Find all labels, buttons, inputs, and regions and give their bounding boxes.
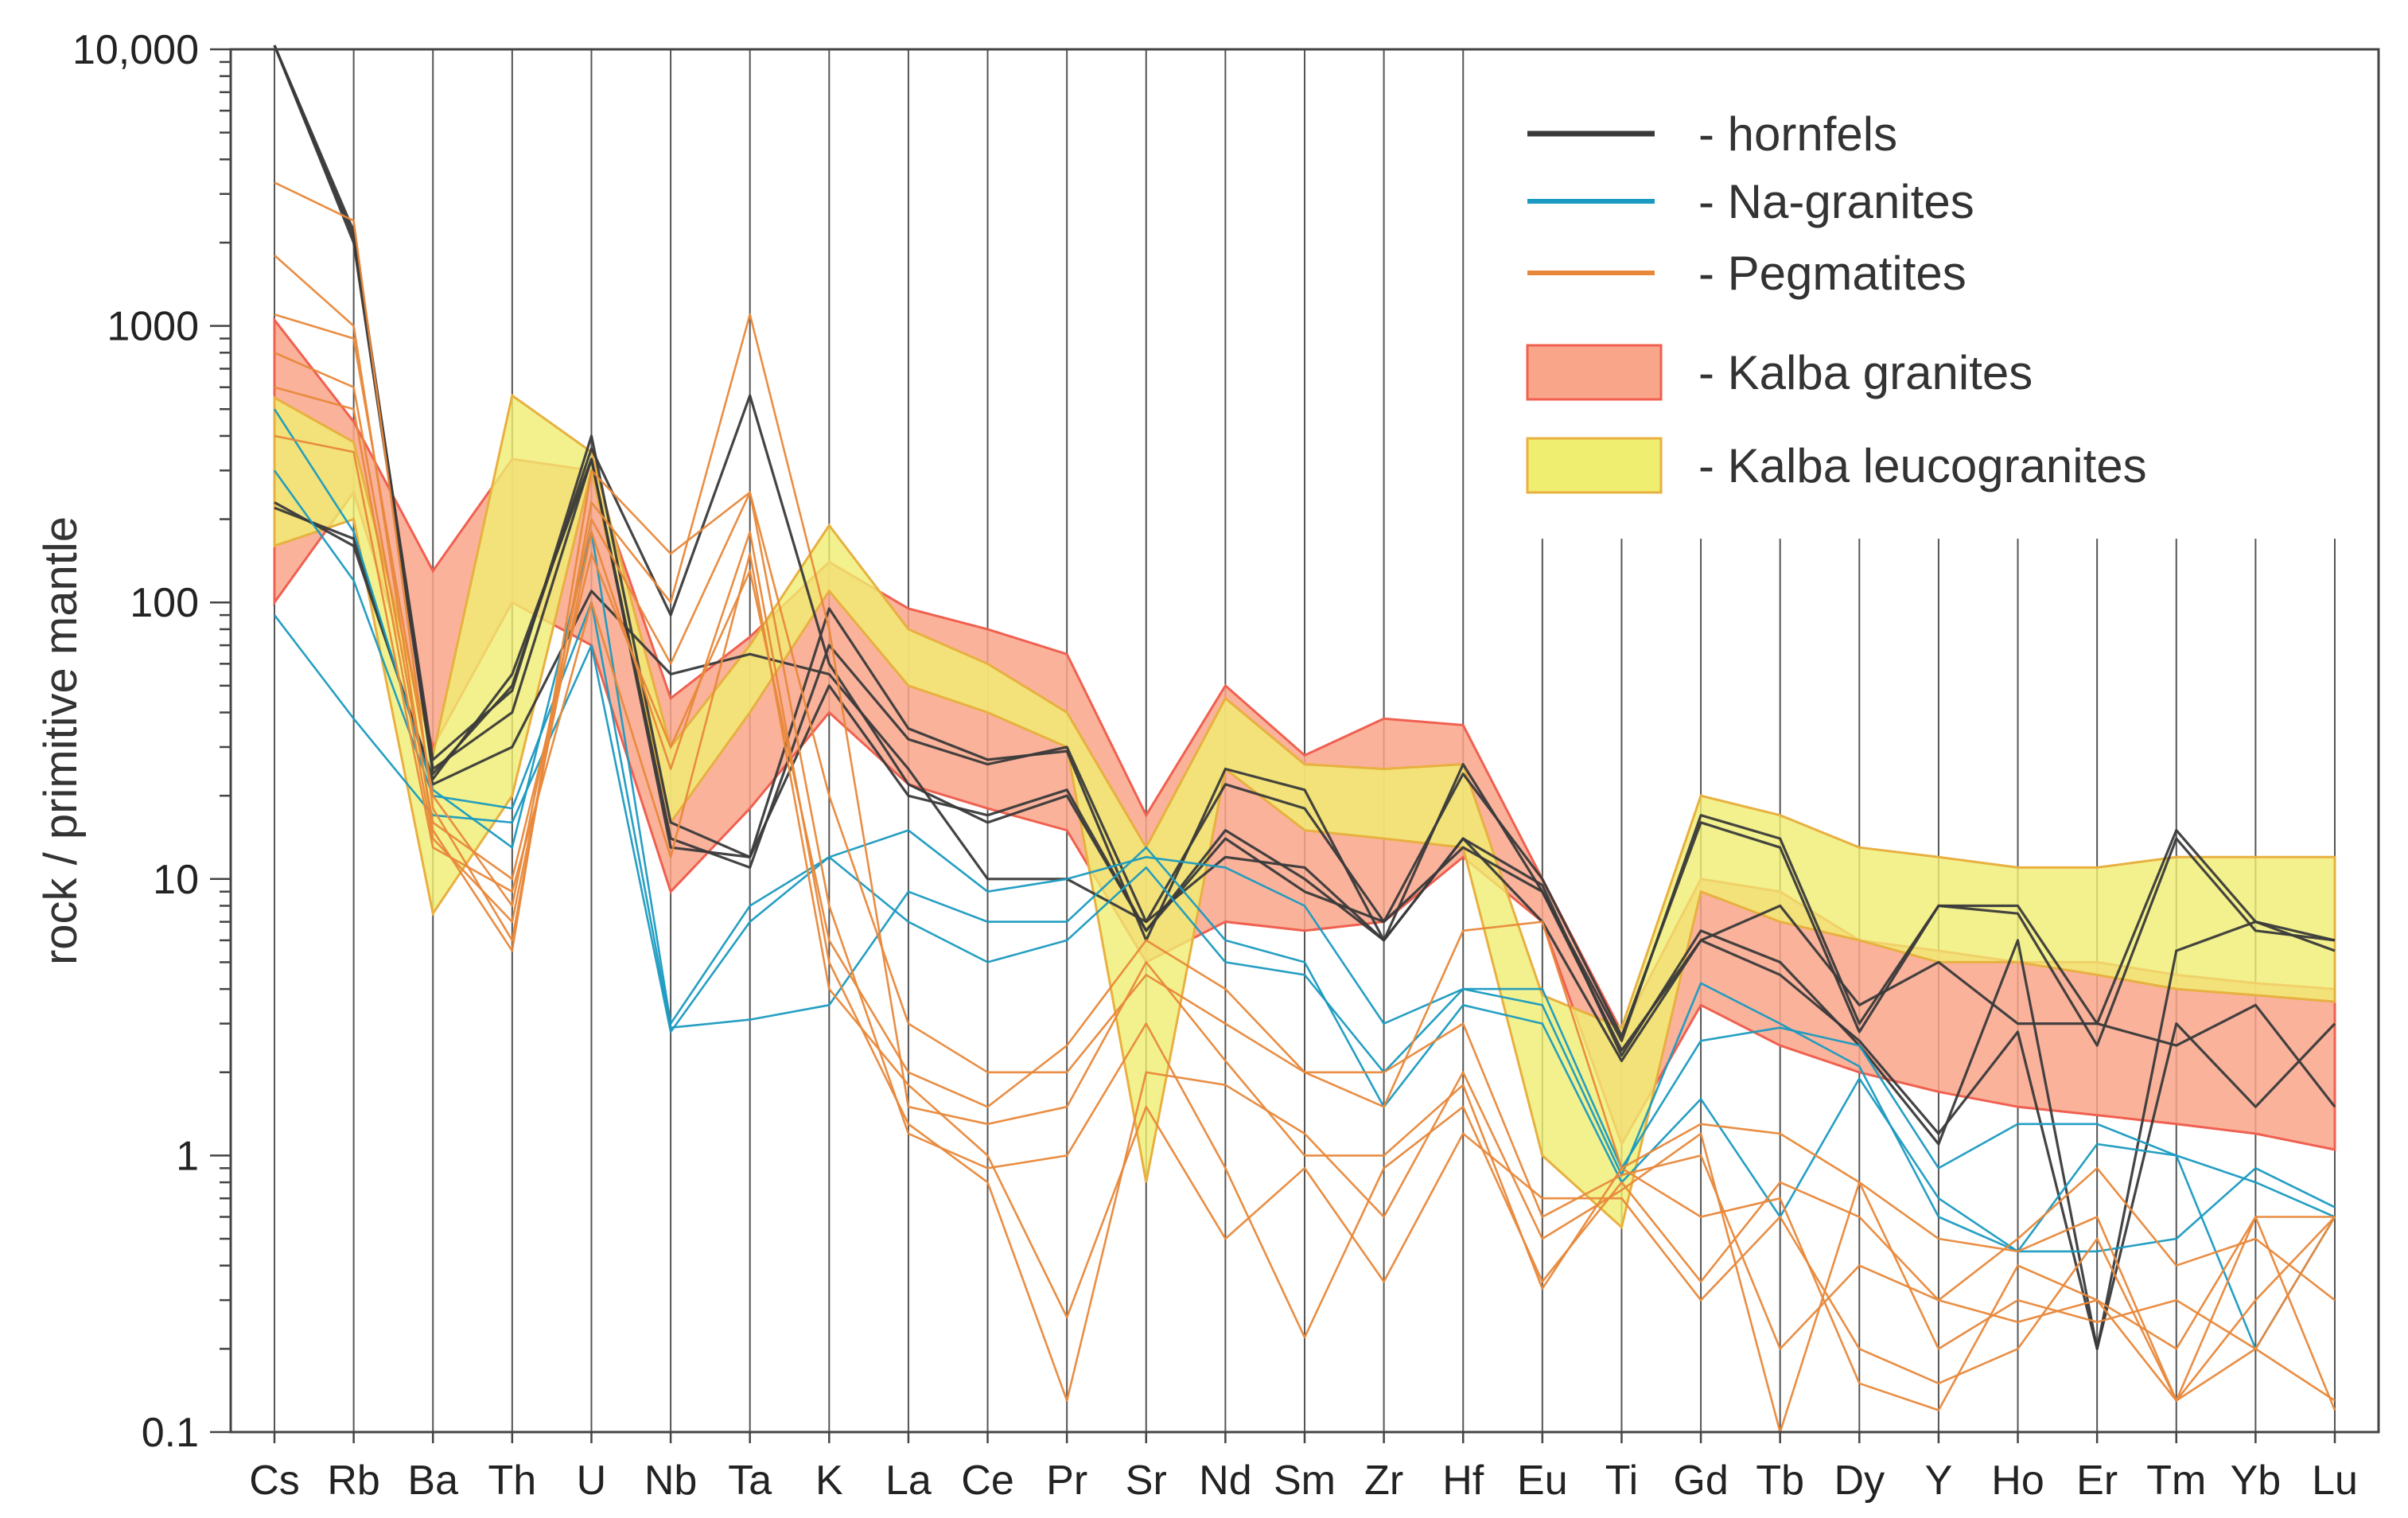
legend-swatch-5	[1526, 437, 1663, 494]
x-tick-label-eu: Eu	[1517, 1458, 1568, 1504]
legend: - hornfels - Na-granites - Pegmatites - Kal…	[1526, 107, 2147, 494]
legend-label-1: - hornfels	[1698, 107, 1897, 161]
x-tick-label-ba: Ba	[407, 1458, 458, 1504]
x-tick-label-cs: Cs	[249, 1458, 300, 1504]
legend-swatch-4	[1526, 344, 1663, 401]
x-tick-label-lu: Lu	[2312, 1458, 2358, 1504]
x-tick-label-k: K	[815, 1458, 843, 1504]
series-line-hornfels-1	[273, 45, 2336, 1042]
x-tick-label-er: Er	[2076, 1458, 2118, 1504]
x-tick-label-hf: Hf	[1442, 1458, 1484, 1504]
y-axis-ticks: 0.1 1 10 100 1000 10,000	[72, 27, 231, 1456]
x-tick-label-gd: Gd	[1673, 1458, 1728, 1504]
x-tick-label-yb: Yb	[2231, 1458, 2282, 1504]
x-tick-label-ti: Ti	[1605, 1458, 1638, 1504]
y-tick-label-1000: 1000	[107, 304, 199, 350]
legend-label-4: - Kalba granites	[1698, 346, 2033, 399]
x-tick-label-zr: Zr	[1364, 1458, 1403, 1504]
x-tick-label-ta: Ta	[728, 1458, 772, 1504]
x-tick-label-u: U	[577, 1458, 607, 1504]
x-tick-label-nb: Nb	[644, 1458, 697, 1504]
series-line-pegmatites-9	[274, 181, 2335, 1402]
series-line-pegmatites-12	[274, 352, 2336, 1411]
series-line-pegmatites-14	[274, 434, 2336, 1402]
x-tick-label-sr: Sr	[1126, 1458, 1167, 1504]
x-tick-label-nd: Nd	[1199, 1458, 1251, 1504]
band-kalba-leucogranites	[273, 393, 2336, 1230]
y-axis-label: rock / primitive mantle	[35, 516, 87, 965]
x-tick-label-y: Y	[1925, 1458, 1953, 1504]
y-tick-label-0p1: 0.1	[142, 1410, 199, 1456]
series-line-hornfels-3	[273, 45, 2336, 1351]
x-tick-label-la: La	[885, 1458, 932, 1504]
legend-label-5: - Kalba leucogranites	[1698, 439, 2147, 492]
x-tick-label-tm: Tm	[2146, 1458, 2206, 1504]
y-tick-label-100: 100	[130, 580, 199, 626]
series-line-hornfels-4	[274, 457, 2336, 1351]
x-tick-label-ho: Ho	[1991, 1458, 2044, 1504]
x-axis-tick-labels: Cs Rb Ba Th U Nb Ta K La Ce Pr Sr Nd Sm Zr Hf Eu Ti Gd Tb Dy…	[249, 1432, 2358, 1504]
y-tick-label-10: 10	[153, 857, 199, 903]
sample-lines	[273, 45, 2336, 1434]
y-tick-label-1: 1	[176, 1133, 199, 1179]
x-tick-label-rb: Rb	[327, 1458, 379, 1504]
x-tick-label-ce: Ce	[961, 1458, 1013, 1504]
x-tick-label-th: Th	[488, 1458, 537, 1504]
x-tick-label-tb: Tb	[1756, 1458, 1804, 1504]
legend-label-3: - Pegmatites	[1698, 247, 1966, 300]
legend-label-2: - Na-granites	[1698, 175, 1974, 228]
x-tick-label-sm: Sm	[1274, 1458, 1336, 1504]
series-line-pegmatites-13	[274, 386, 2336, 1434]
series-line-pegmatites-11	[274, 313, 2336, 1339]
series-line-na-granites-6	[273, 408, 2336, 1350]
series-line-na-granites-7	[273, 469, 2336, 1253]
x-tick-label-pr: Pr	[1046, 1458, 1087, 1504]
y-tick-label-10000: 10,000	[72, 27, 199, 73]
x-tick-label-dy: Dy	[1834, 1458, 1885, 1504]
series-line-na-granites-8	[273, 614, 2336, 1253]
element-gridlines	[274, 49, 2336, 1432]
